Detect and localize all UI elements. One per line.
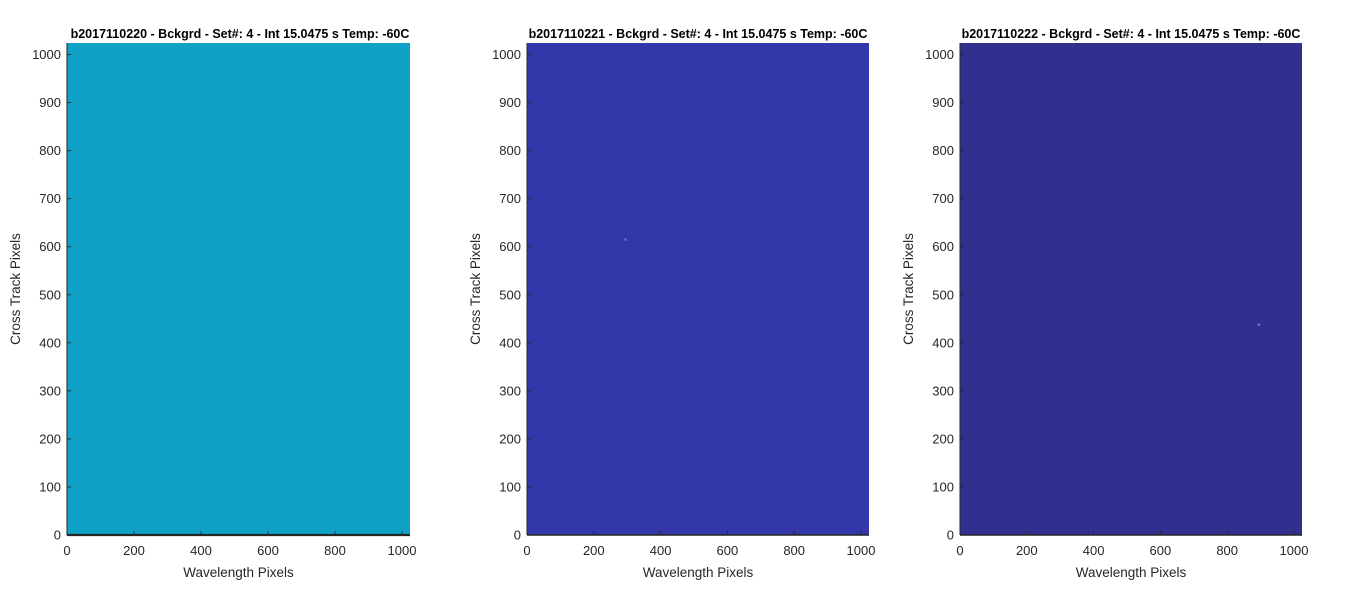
y-tick-label-1: 1000 <box>32 47 61 62</box>
y-tick-label-2: 800 <box>499 143 521 158</box>
panel-3: 0 200 400 600 800 1000 0 100 200 300 400 500 600 700 8… <box>901 27 1308 580</box>
x-tick-label-2: 0 <box>523 543 530 558</box>
y-tick-label-2: 200 <box>499 431 521 446</box>
y-tick-label-3: 1000 <box>925 47 954 62</box>
chart-title-2: b2017110221 - Bckgrd - Set#: 4 - Int 15.… <box>529 27 868 41</box>
y-axis-label-3: Cross Track Pixels <box>901 233 916 345</box>
y-tick-label-1: 900 <box>39 95 61 110</box>
y-tick-label-3: 900 <box>932 95 954 110</box>
x-tick-label-2: 800 <box>783 543 805 558</box>
y-tick-label-3: 300 <box>932 383 954 398</box>
y-axis-label-2: Cross Track Pixels <box>468 233 483 345</box>
y-tick-label-1: 700 <box>39 191 61 206</box>
x-tick-label-3: 1000 <box>1280 543 1309 558</box>
y-tick-label-2: 600 <box>499 239 521 254</box>
y-tick-label-1: 100 <box>39 479 61 494</box>
y-tick-label-3: 500 <box>932 287 954 302</box>
x-tick-label-1: 400 <box>190 543 212 558</box>
x-axis-label-1: Wavelength Pixels <box>183 565 294 580</box>
x-tick-label-2: 200 <box>583 543 605 558</box>
y-tick-label-3: 0 <box>947 528 954 543</box>
x-tick-label-1: 0 <box>63 543 70 558</box>
heatmap-image-1 <box>67 43 410 535</box>
hot-pixel-2 <box>624 238 627 241</box>
y-tick-label-2: 0 <box>514 528 521 543</box>
y-tick-label-2: 100 <box>499 479 521 494</box>
x-tick-label-1: 600 <box>257 543 279 558</box>
y-tick-label-1: 0 <box>54 528 61 543</box>
y-tick-label-3: 200 <box>932 431 954 446</box>
y-tick-label-3: 400 <box>932 335 954 350</box>
chart-title-1: b2017110220 - Bckgrd - Set#: 4 - Int 15.… <box>71 27 410 41</box>
heatmap-image-3 <box>960 43 1302 535</box>
x-tick-label-3: 400 <box>1083 543 1105 558</box>
y-tick-label-1: 500 <box>39 287 61 302</box>
y-tick-label-2: 900 <box>499 95 521 110</box>
x-axis-label-2: Wavelength Pixels <box>643 565 754 580</box>
y-tick-label-1: 400 <box>39 335 61 350</box>
y-tick-label-1: 600 <box>39 239 61 254</box>
y-tick-label-1: 300 <box>39 383 61 398</box>
y-tick-label-2: 1000 <box>492 47 521 62</box>
y-tick-label-3: 600 <box>932 239 954 254</box>
x-tick-label-2: 400 <box>650 543 672 558</box>
x-tick-label-1: 200 <box>123 543 145 558</box>
x-tick-label-3: 600 <box>1150 543 1172 558</box>
x-tick-label-3: 0 <box>956 543 963 558</box>
y-tick-label-2: 700 <box>499 191 521 206</box>
y-tick-label-3: 700 <box>932 191 954 206</box>
y-tick-label-2: 500 <box>499 287 521 302</box>
panel-2: 0 200 400 600 800 1000 0 100 200 300 400 500 600 700 8… <box>468 27 875 580</box>
hot-pixel-3 <box>1257 323 1261 326</box>
y-axis-label-1: Cross Track Pixels <box>8 233 23 345</box>
y-tick-label-2: 400 <box>499 335 521 350</box>
x-tick-label-2: 600 <box>717 543 739 558</box>
x-tick-label-1: 800 <box>324 543 346 558</box>
x-tick-label-1: 1000 <box>388 543 417 558</box>
x-tick-label-3: 200 <box>1016 543 1038 558</box>
y-tick-label-2: 300 <box>499 383 521 398</box>
x-tick-label-2: 1000 <box>847 543 876 558</box>
y-tick-label-1: 800 <box>39 143 61 158</box>
y-tick-label-3: 100 <box>932 479 954 494</box>
x-tick-label-3: 800 <box>1216 543 1238 558</box>
x-axis-label-3: Wavelength Pixels <box>1076 565 1187 580</box>
panel-1: 0 200 400 600 800 1000 0 100 200 300 400 500 600 700 8… <box>8 27 416 580</box>
chart-title-3: b2017110222 - Bckgrd - Set#: 4 - Int 15.… <box>962 27 1301 41</box>
y-tick-label-1: 200 <box>39 431 61 446</box>
y-tick-label-3: 800 <box>932 143 954 158</box>
heatmap-image-2 <box>527 43 869 535</box>
